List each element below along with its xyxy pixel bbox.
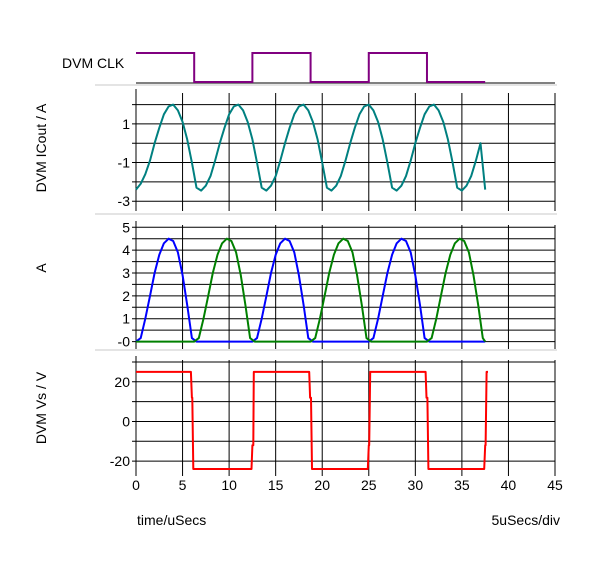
ylabel-vs: DVM Vs / V	[33, 371, 49, 444]
ytick-label: -20	[110, 453, 130, 469]
ytick-label: 5	[122, 219, 130, 235]
xtick-label: 5	[179, 477, 187, 493]
xtick-label: 25	[361, 477, 377, 493]
x-axis-label: time/uSecs	[137, 512, 206, 528]
ytick-label: 1	[122, 311, 130, 327]
current-series-1	[136, 237, 487, 343]
ytick-label: 20	[114, 374, 130, 390]
xtick-label: 45	[547, 477, 563, 493]
current-series-0	[135, 237, 486, 343]
ytick-label: -1	[118, 155, 131, 171]
xtick-label: 40	[501, 477, 517, 493]
xtick-label: 15	[268, 477, 284, 493]
ytick-label: 4	[122, 242, 130, 258]
ylabel-clk: DVM CLK	[62, 55, 125, 71]
series-layer	[135, 52, 488, 470]
xtick-label: 0	[132, 477, 140, 493]
labels-layer: DVM CLK DVM ICout / A A DVM Vs / V time/…	[33, 55, 563, 528]
ytick-label: 3	[122, 265, 130, 281]
vs-series-0	[136, 370, 488, 470]
ytick-label: 0	[122, 413, 130, 429]
xtick-label: 35	[454, 477, 470, 493]
icout-series-0	[135, 103, 487, 192]
x-scale-note: 5uSecs/div	[492, 512, 560, 528]
grid-layer	[95, 82, 557, 476]
ytick-label: -0	[118, 334, 131, 350]
xtick-label: 30	[408, 477, 424, 493]
ylabel-icout: DVM ICout / A	[33, 103, 49, 192]
ytick-label: -3	[118, 193, 131, 209]
ytick-label: 2	[122, 288, 130, 304]
xtick-label: 10	[221, 477, 237, 493]
ylabel-current: A	[33, 263, 49, 273]
ytick-label: 1	[122, 116, 130, 132]
xtick-label: 20	[314, 477, 330, 493]
clk-series-0	[136, 52, 486, 83]
